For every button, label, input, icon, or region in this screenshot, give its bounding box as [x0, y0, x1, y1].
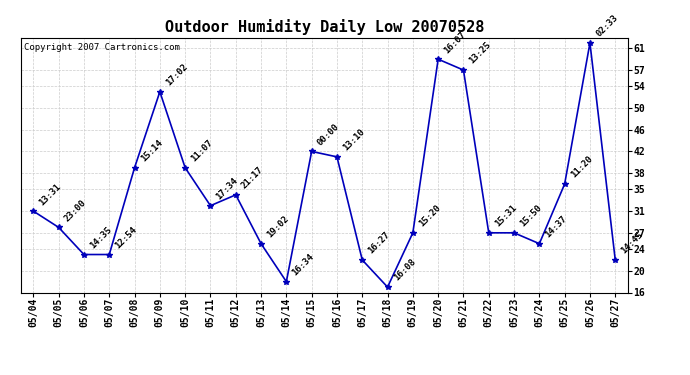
- Text: 12:54: 12:54: [113, 225, 139, 251]
- Text: 23:00: 23:00: [63, 198, 88, 223]
- Text: 16:08: 16:08: [392, 258, 417, 283]
- Text: 14:37: 14:37: [544, 214, 569, 240]
- Text: 16:27: 16:27: [366, 230, 392, 256]
- Text: 13:10: 13:10: [341, 128, 366, 153]
- Text: 13:31: 13:31: [37, 182, 63, 207]
- Text: 17:02: 17:02: [164, 62, 189, 88]
- Text: 14:35: 14:35: [88, 225, 113, 251]
- Text: 11:20: 11:20: [569, 154, 594, 180]
- Text: 16:34: 16:34: [290, 252, 316, 278]
- Text: 11:07: 11:07: [189, 138, 215, 164]
- Title: Outdoor Humidity Daily Low 20070528: Outdoor Humidity Daily Low 20070528: [165, 19, 484, 35]
- Text: 17:34: 17:34: [215, 176, 240, 201]
- Text: 16:07: 16:07: [442, 30, 468, 55]
- Text: 15:14: 15:14: [139, 138, 164, 164]
- Text: 15:31: 15:31: [493, 203, 518, 229]
- Text: 15:20: 15:20: [417, 203, 442, 229]
- Text: 13:25: 13:25: [468, 40, 493, 66]
- Text: 14:45: 14:45: [620, 230, 644, 256]
- Text: Copyright 2007 Cartronics.com: Copyright 2007 Cartronics.com: [23, 43, 179, 52]
- Text: 19:02: 19:02: [265, 214, 290, 240]
- Text: 21:17: 21:17: [240, 165, 265, 190]
- Text: 15:50: 15:50: [518, 203, 544, 229]
- Text: 00:00: 00:00: [316, 122, 341, 147]
- Text: 02:33: 02:33: [594, 13, 620, 39]
